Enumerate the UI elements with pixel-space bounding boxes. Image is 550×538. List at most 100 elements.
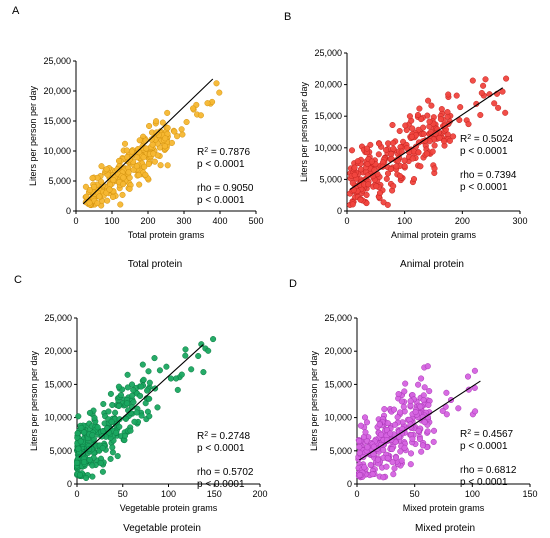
- data-point: [163, 363, 170, 370]
- y-tick-label: 0: [66, 206, 71, 216]
- data-point: [439, 407, 446, 414]
- data-point: [443, 411, 450, 418]
- r-squared-text: R2 = 0.7876: [197, 147, 251, 159]
- p-value-text: p < 0.0001: [197, 159, 245, 170]
- data-point: [365, 181, 372, 188]
- y-tick-label: 10,000: [43, 146, 71, 156]
- data-point: [76, 471, 84, 478]
- data-point: [383, 463, 390, 470]
- data-point: [150, 150, 157, 157]
- data-point: [424, 363, 431, 370]
- data-point: [89, 432, 96, 439]
- data-point: [119, 191, 126, 198]
- data-point: [401, 444, 408, 451]
- data-point: [453, 92, 460, 99]
- data-point: [195, 352, 202, 360]
- data-point: [419, 442, 426, 449]
- r-squared-value: = 0.4567: [471, 429, 513, 440]
- data-point: [138, 383, 145, 390]
- data-point: [128, 392, 136, 399]
- data-point: [416, 105, 423, 112]
- panel-b: B 0 5,000 10,000 15,000 20,000 25,000 0 100 200 30…: [284, 11, 528, 270]
- data-point: [376, 140, 383, 147]
- panel-caption: Total protein: [128, 259, 182, 270]
- data-point: [174, 133, 181, 140]
- data-point: [210, 336, 217, 343]
- data-point: [204, 100, 211, 107]
- data-point: [141, 163, 148, 170]
- rho-text: rho = 0.6812: [460, 465, 517, 476]
- data-point: [121, 140, 129, 147]
- data-point: [86, 456, 93, 463]
- data-point: [82, 183, 89, 190]
- p-value-text: p < 0.0001: [460, 182, 508, 193]
- x-tick-label: 100: [397, 216, 412, 226]
- r-squared-superscript: 2: [204, 431, 208, 438]
- data-point: [144, 387, 151, 394]
- data-point: [173, 375, 180, 382]
- data-point: [124, 384, 131, 391]
- r-squared-symbol: R: [197, 147, 204, 158]
- data-point: [109, 444, 116, 451]
- data-point: [407, 450, 415, 457]
- x-tick-label: 150: [207, 489, 222, 499]
- data-point: [161, 143, 168, 150]
- data-point: [384, 454, 391, 462]
- data-point: [423, 150, 430, 157]
- data-point: [168, 139, 175, 146]
- x-tick-label: 200: [455, 216, 470, 226]
- y-axis-label: Liters per person per day: [29, 350, 39, 451]
- data-point: [89, 462, 96, 469]
- x-tick-label: 100: [104, 216, 119, 226]
- data-point: [400, 403, 407, 410]
- y-tick-label: 20,000: [43, 86, 71, 96]
- data-point: [428, 102, 435, 109]
- data-point: [415, 139, 422, 146]
- r-squared-value: = 0.7876: [208, 147, 250, 158]
- data-point: [78, 424, 85, 431]
- data-point: [398, 398, 405, 405]
- data-point: [499, 88, 506, 95]
- x-tick-label: 50: [410, 489, 420, 499]
- data-point: [464, 373, 472, 380]
- data-point: [426, 118, 433, 125]
- data-point: [135, 172, 142, 179]
- data-point: [443, 389, 450, 396]
- data-point: [146, 122, 153, 130]
- data-point: [116, 423, 123, 430]
- data-point: [124, 371, 131, 378]
- y-tick-label: 25,000: [314, 48, 342, 58]
- data-point: [471, 367, 478, 374]
- data-point: [190, 105, 197, 112]
- data-point: [385, 140, 392, 147]
- data-point: [431, 165, 438, 172]
- data-point: [157, 162, 164, 169]
- r-squared-text: R2 = 0.4567: [460, 429, 514, 441]
- x-tick-label: 400: [212, 216, 227, 226]
- data-point: [216, 89, 223, 96]
- data-point: [133, 409, 140, 416]
- panel-letter: D: [289, 278, 297, 290]
- data-point: [117, 201, 124, 208]
- regression-line: [82, 78, 214, 205]
- x-tick-label: 200: [252, 489, 267, 499]
- x-tick-label: 100: [465, 489, 480, 499]
- panel-letter: A: [12, 5, 20, 17]
- y-tick-label: 5,000: [49, 446, 72, 456]
- data-point: [425, 97, 432, 104]
- data-point: [415, 149, 422, 156]
- y-tick-label: 0: [67, 479, 72, 489]
- x-axis-label: Total protein grams: [128, 230, 205, 240]
- data-point: [425, 401, 432, 409]
- p-value-text: p < 0.0001: [197, 195, 245, 206]
- data-point: [91, 414, 98, 421]
- r-squared-superscript: 2: [204, 147, 208, 154]
- data-point: [130, 387, 137, 394]
- data-point: [401, 163, 408, 170]
- data-point: [145, 160, 152, 168]
- data-point: [414, 111, 422, 119]
- data-point: [361, 414, 369, 421]
- data-point: [349, 201, 356, 208]
- data-point: [98, 178, 105, 185]
- r-squared-value: = 0.2748: [208, 431, 250, 442]
